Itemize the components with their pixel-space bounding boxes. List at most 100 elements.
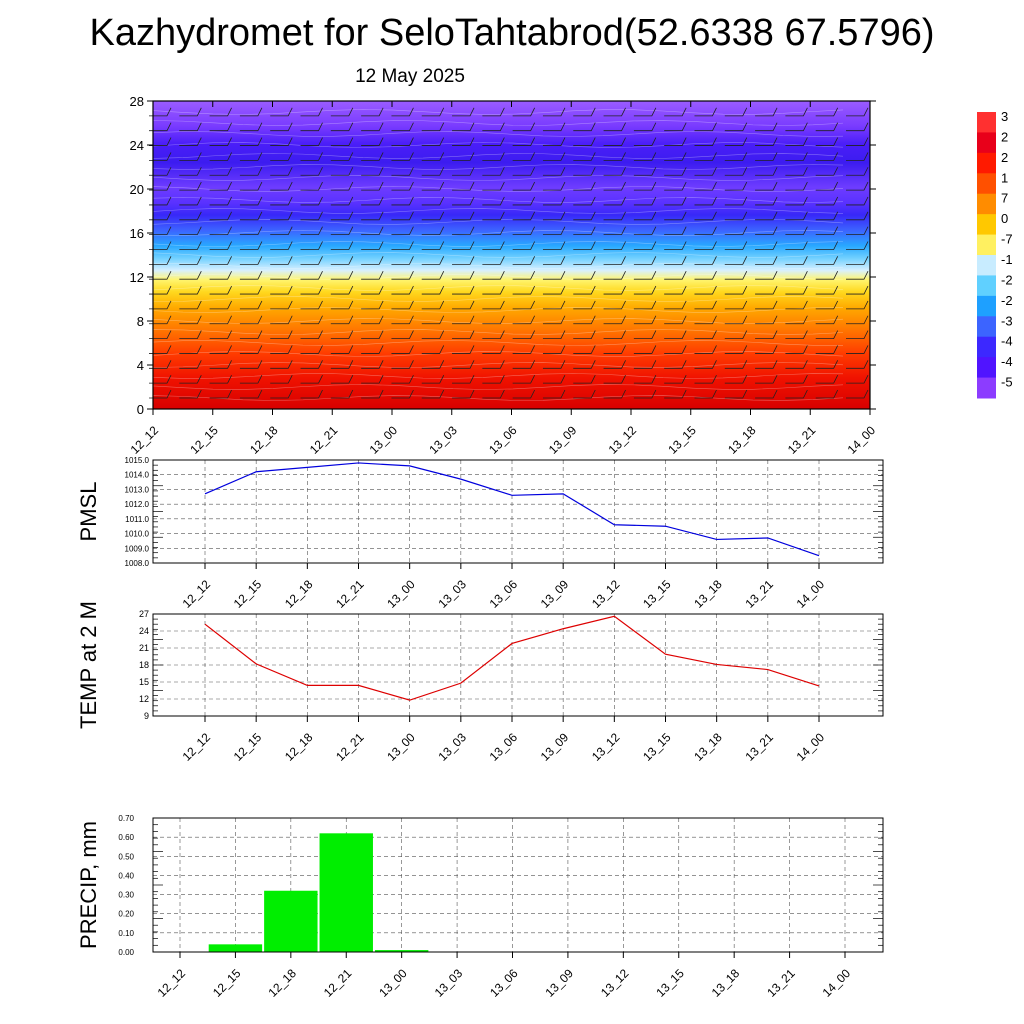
wind-barb — [452, 167, 475, 176]
precip-bar — [208, 944, 263, 952]
wind-barb — [239, 389, 263, 399]
wind-barb — [603, 167, 626, 176]
wind-barb — [179, 315, 202, 325]
wind-barb — [846, 271, 869, 280]
y-tick-label: 12 — [139, 694, 149, 704]
contour-line — [152, 252, 844, 258]
wind-barb — [149, 300, 172, 310]
wind-barb — [815, 374, 839, 384]
wind-barb — [815, 211, 839, 221]
wind-barb — [664, 211, 687, 221]
wind-barb — [149, 345, 172, 354]
wind-barb — [512, 271, 536, 280]
wind-barb — [846, 137, 869, 146]
y-tick-label: 28 — [130, 94, 144, 109]
wind-barb — [664, 181, 687, 191]
x-tick-label: 13_18 — [725, 423, 759, 457]
wind-barb — [573, 271, 596, 280]
wind-barb — [846, 107, 869, 117]
wind-barb — [694, 196, 717, 206]
wind-barb — [391, 256, 414, 265]
wind-barb — [482, 285, 505, 295]
wind-barb — [664, 152, 687, 161]
wind-barb — [149, 122, 172, 132]
y-tick-label: 21 — [139, 643, 149, 653]
wind-barb — [300, 226, 323, 236]
wind-barb — [694, 345, 717, 354]
wind-barb — [603, 271, 626, 280]
wind-barb — [694, 241, 717, 250]
y-tick-label: 20 — [130, 182, 144, 197]
wind-barb — [603, 196, 626, 206]
wind-barb — [724, 152, 748, 161]
y-tick-label: 0 — [137, 402, 144, 417]
wind-barb — [452, 360, 475, 369]
x-tick-label: 13_09 — [543, 966, 577, 1000]
wind-barb — [815, 122, 839, 132]
wind-barb — [421, 271, 445, 280]
wind-barb — [542, 345, 566, 354]
x-tick-label: 13_21 — [785, 423, 819, 457]
wind-barb — [421, 330, 445, 339]
wind-barb — [785, 181, 808, 191]
wind-barb — [391, 271, 414, 280]
wind-barb — [209, 137, 232, 146]
wind-barb — [421, 107, 445, 117]
wind-barb — [209, 122, 232, 132]
wind-barb — [542, 167, 566, 176]
wind-barb — [724, 315, 748, 325]
contour-line — [152, 373, 844, 379]
wind-barb — [542, 241, 566, 250]
wind-barb — [330, 152, 354, 161]
wind-barb — [846, 241, 869, 250]
wind-barb — [664, 345, 687, 354]
wind-barb — [421, 374, 445, 384]
wind-barb — [421, 122, 445, 132]
wind-barb — [815, 256, 839, 265]
x-tick-label: 13_15 — [640, 730, 674, 764]
wind-barb — [149, 330, 172, 339]
wind-barb — [603, 211, 626, 221]
x-tick-label: 13_06 — [487, 730, 521, 764]
wind-barb — [391, 315, 414, 325]
wind-barb — [239, 300, 263, 310]
wind-barb — [694, 285, 717, 295]
wind-barb — [270, 122, 293, 132]
wind-barb — [239, 271, 263, 280]
wind-barb — [633, 360, 657, 369]
wind-barb — [300, 389, 323, 399]
wind-barb — [149, 360, 172, 369]
wind-barb — [391, 285, 414, 295]
wind-barb — [239, 374, 263, 384]
x-tick-label: 13_21 — [742, 577, 776, 611]
wind-barb — [573, 256, 596, 265]
wind-barb — [573, 196, 596, 206]
wind-barb — [755, 241, 778, 250]
plot-frame — [152, 817, 884, 953]
contour-line — [152, 307, 844, 313]
wind-barb — [482, 315, 505, 325]
wind-barb — [573, 360, 596, 369]
contour-line — [152, 263, 844, 269]
x-tick-label: 13_03 — [432, 966, 466, 1000]
wind-barb — [209, 374, 232, 384]
wind-barb — [512, 122, 536, 132]
colorbar-swatch — [977, 173, 996, 195]
wind-barb — [421, 256, 445, 265]
wind-barb — [209, 271, 232, 280]
wind-barb — [179, 374, 202, 384]
wind-barb — [573, 211, 596, 221]
colorbar-label: -2 — [1001, 293, 1013, 308]
wind-barb — [815, 271, 839, 280]
wind-barb — [361, 360, 384, 369]
x-tick-label: 13_15 — [640, 577, 674, 611]
wind-barb — [391, 374, 414, 384]
wind-barb — [179, 271, 202, 280]
wind-barb — [300, 137, 323, 146]
wind-barb — [664, 271, 687, 280]
wind-barb — [603, 360, 626, 369]
wind-barb — [785, 137, 808, 146]
wind-barb — [391, 300, 414, 310]
wind-barb — [846, 122, 869, 132]
wind-barb — [785, 285, 808, 295]
